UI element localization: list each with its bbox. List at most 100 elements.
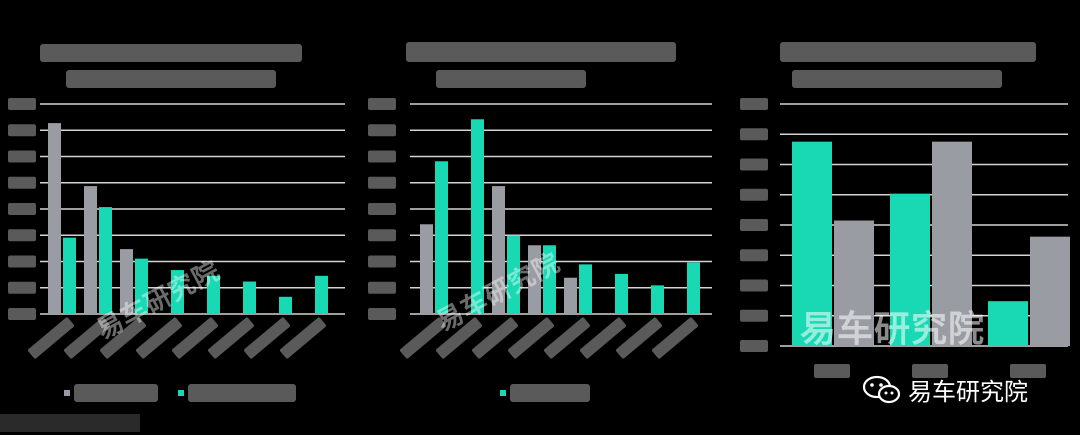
chart-2 — [368, 42, 712, 402]
bar-series-2 — [687, 262, 700, 314]
x-tick-block — [136, 317, 182, 359]
bar-series-2 — [1030, 236, 1070, 346]
x-tick-block — [400, 317, 446, 359]
chart-3-x-tick-blocks — [814, 364, 1046, 378]
chart-2-gridlines — [410, 103, 712, 315]
bar-series-2 — [279, 296, 292, 314]
legend-label-block — [74, 384, 158, 402]
y-tick-block — [8, 176, 36, 189]
bar-series-2 — [579, 264, 592, 314]
x-tick-block — [912, 364, 948, 378]
y-tick-block — [368, 281, 396, 294]
x-tick-block — [472, 317, 518, 359]
brand-signature: 易车研究院 — [862, 372, 1028, 407]
y-tick-block — [740, 249, 768, 262]
x-tick-block — [172, 317, 218, 359]
bar-series-1 — [528, 245, 541, 314]
y-tick-block — [8, 255, 36, 268]
x-tick-block — [280, 317, 326, 359]
legend-swatch-gray — [64, 390, 70, 396]
chart-2-title-block — [406, 42, 676, 88]
y-tick-block — [368, 203, 396, 215]
x-tick-block — [652, 317, 698, 359]
y-tick-block — [8, 203, 36, 215]
chart-2-y-tick-blocks — [368, 98, 396, 320]
bar-series-1 — [564, 277, 577, 314]
chart-1-bars — [48, 123, 328, 314]
legend-swatch-teal — [500, 390, 506, 396]
x-tick-block — [1010, 364, 1046, 378]
y-tick-block — [368, 176, 396, 189]
footnote-block — [0, 414, 140, 432]
y-tick-block — [740, 219, 768, 231]
legend-label-block — [188, 384, 296, 402]
chart-3-y-tick-blocks — [740, 98, 768, 352]
chart-1 — [8, 44, 345, 402]
y-tick-block — [8, 124, 36, 137]
y-tick-block — [740, 128, 768, 141]
bar-series-1 — [890, 193, 930, 346]
y-tick-block — [368, 98, 396, 110]
bar-series-2 — [651, 285, 664, 314]
x-tick-block — [64, 317, 110, 359]
bar-series-2 — [615, 273, 628, 314]
x-tick-block — [100, 317, 146, 359]
chart-3-title-block — [780, 42, 1036, 88]
chart-2-bars — [420, 119, 700, 314]
chart-1-legend — [64, 384, 296, 402]
y-tick-block — [8, 150, 36, 163]
bar-series-2 — [834, 220, 874, 346]
y-tick-block — [368, 124, 396, 137]
bar-series-2 — [543, 245, 556, 314]
y-tick-block — [8, 229, 36, 242]
y-tick-block — [740, 340, 768, 352]
bar-series-1 — [988, 301, 1028, 346]
x-tick-block — [544, 317, 590, 359]
chart-1-title-block — [40, 44, 302, 88]
wechat-icon — [862, 375, 901, 403]
y-tick-block — [8, 308, 36, 320]
legend-swatch-teal — [178, 390, 184, 396]
bar-series-1 — [420, 224, 433, 314]
bar-series-1 — [84, 186, 97, 314]
bar-series-2 — [207, 275, 220, 314]
y-tick-block — [8, 98, 36, 110]
x-tick-block — [616, 317, 662, 359]
bar-series-2 — [471, 119, 484, 314]
y-tick-block — [368, 255, 396, 268]
chart-1-x-tick-blocks — [28, 317, 326, 359]
bar-series-2 — [507, 235, 520, 314]
chart-3-bars — [792, 141, 1070, 346]
bar-series-1 — [120, 249, 133, 314]
x-tick-block — [436, 317, 482, 359]
x-tick-block — [244, 317, 290, 359]
legend-label-block — [510, 384, 590, 402]
y-tick-block — [368, 150, 396, 163]
bar-series-2 — [932, 141, 972, 346]
bar-series-1 — [48, 123, 61, 314]
chart-3 — [740, 42, 1070, 378]
bar-series-1 — [492, 186, 505, 314]
y-tick-block — [740, 188, 768, 201]
y-tick-block — [8, 281, 36, 294]
y-tick-block — [740, 309, 768, 322]
x-tick-block — [580, 317, 626, 359]
bar-series-1 — [792, 141, 832, 346]
chart-2-legend — [500, 384, 590, 402]
y-tick-block — [740, 279, 768, 292]
y-tick-block — [368, 229, 396, 242]
y-tick-block — [740, 158, 768, 171]
x-tick-block — [814, 364, 850, 378]
bar-series-2 — [135, 258, 148, 314]
bar-series-2 — [63, 237, 76, 314]
chart-1-y-tick-blocks — [8, 98, 36, 320]
y-tick-block — [368, 308, 396, 320]
chart-2-x-tick-blocks — [400, 317, 698, 359]
x-tick-block — [508, 317, 554, 359]
bar-series-2 — [435, 161, 448, 314]
brand-text: 易车研究院 — [908, 378, 1028, 406]
x-tick-block — [28, 317, 74, 359]
bar-series-2 — [99, 207, 112, 314]
watermark-3: 易车研究院 — [800, 309, 986, 350]
x-tick-block — [208, 317, 254, 359]
